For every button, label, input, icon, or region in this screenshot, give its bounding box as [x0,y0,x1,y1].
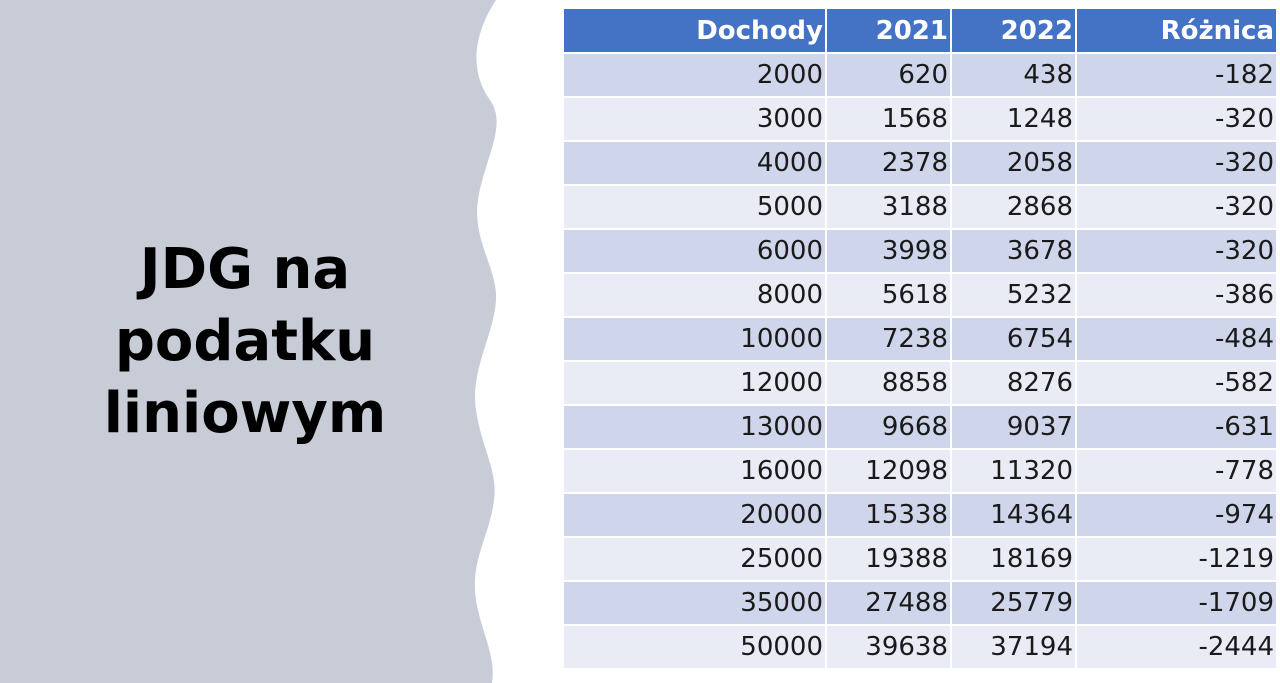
cell-roznica: -320 [1077,142,1276,186]
table-row: 13000 9668 9037 -631 [564,406,1276,450]
cell-roznica: -320 [1077,230,1276,274]
cell-2022: 9037 [952,406,1077,450]
table-row: 3000 1568 1248 -320 [564,98,1276,142]
cell-2021: 3188 [827,186,952,230]
cell-2021: 7238 [827,318,952,362]
cell-2022: 14364 [952,494,1077,538]
cell-2022: 25779 [952,582,1077,626]
cell-roznica: -2444 [1077,626,1276,670]
table-row: 8000 5618 5232 -386 [564,274,1276,318]
cell-dochody: 5000 [564,186,827,230]
cell-2022: 2868 [952,186,1077,230]
cell-2022: 5232 [952,274,1077,318]
cell-2022: 18169 [952,538,1077,582]
cell-2022: 37194 [952,626,1077,670]
cell-dochody: 50000 [564,626,827,670]
table-row: 6000 3998 3678 -320 [564,230,1276,274]
table-header-row: Dochody 2021 2022 Różnica [564,9,1276,54]
slide-title: JDG na podatku liniowym [70,0,420,683]
cell-2021: 3998 [827,230,952,274]
table-row: 35000 27488 25779 -1709 [564,582,1276,626]
cell-2021: 5618 [827,274,952,318]
cell-2022: 2058 [952,142,1077,186]
cell-2021: 620 [827,54,952,98]
cell-roznica: -182 [1077,54,1276,98]
wavy-side-panel [0,0,497,683]
table-body: 2000 620 438 -182 3000 1568 1248 -320 4000 2378 20… [564,54,1276,670]
cell-dochody: 6000 [564,230,827,274]
header-2022: 2022 [952,9,1077,54]
header-roznica: Różnica [1077,9,1276,54]
cell-2021: 2378 [827,142,952,186]
table-row: 25000 19388 18169 -1219 [564,538,1276,582]
table-row: 50000 39638 37194 -2444 [564,626,1276,670]
cell-dochody: 20000 [564,494,827,538]
cell-roznica: -582 [1077,362,1276,406]
cell-2022: 6754 [952,318,1077,362]
cell-2022: 11320 [952,450,1077,494]
table-row: 20000 15338 14364 -974 [564,494,1276,538]
cell-dochody: 35000 [564,582,827,626]
cell-dochody: 2000 [564,54,827,98]
table-row: 16000 12098 11320 -778 [564,450,1276,494]
cell-2022: 1248 [952,98,1077,142]
cell-roznica: -1709 [1077,582,1276,626]
table-row: 2000 620 438 -182 [564,54,1276,98]
slide-title-text: JDG na podatku liniowym [103,236,387,446]
cell-roznica: -778 [1077,450,1276,494]
cell-dochody: 13000 [564,406,827,450]
table-row: 4000 2378 2058 -320 [564,142,1276,186]
cell-2021: 9668 [827,406,952,450]
cell-2021: 19388 [827,538,952,582]
cell-2022: 8276 [952,362,1077,406]
cell-roznica: -974 [1077,494,1276,538]
header-dochody: Dochody [564,9,827,54]
cell-dochody: 16000 [564,450,827,494]
income-tax-table: Dochody 2021 2022 Różnica 2000 620 438 -182… [564,9,1276,670]
cell-2021: 1568 [827,98,952,142]
cell-2021: 27488 [827,582,952,626]
cell-2021: 39638 [827,626,952,670]
cell-dochody: 10000 [564,318,827,362]
cell-dochody: 12000 [564,362,827,406]
cell-dochody: 8000 [564,274,827,318]
cell-2022: 3678 [952,230,1077,274]
wavy-edge-shape [0,0,497,683]
cell-dochody: 3000 [564,98,827,142]
cell-roznica: -631 [1077,406,1276,450]
cell-roznica: -484 [1077,318,1276,362]
cell-roznica: -1219 [1077,538,1276,582]
cell-roznica: -320 [1077,98,1276,142]
table-row: 10000 7238 6754 -484 [564,318,1276,362]
cell-dochody: 25000 [564,538,827,582]
cell-2021: 8858 [827,362,952,406]
cell-2021: 15338 [827,494,952,538]
cell-roznica: -320 [1077,186,1276,230]
header-2021: 2021 [827,9,952,54]
table-row: 12000 8858 8276 -582 [564,362,1276,406]
side-panel [0,0,520,683]
cell-2021: 12098 [827,450,952,494]
cell-2022: 438 [952,54,1077,98]
cell-dochody: 4000 [564,142,827,186]
table-row: 5000 3188 2868 -320 [564,186,1276,230]
cell-roznica: -386 [1077,274,1276,318]
